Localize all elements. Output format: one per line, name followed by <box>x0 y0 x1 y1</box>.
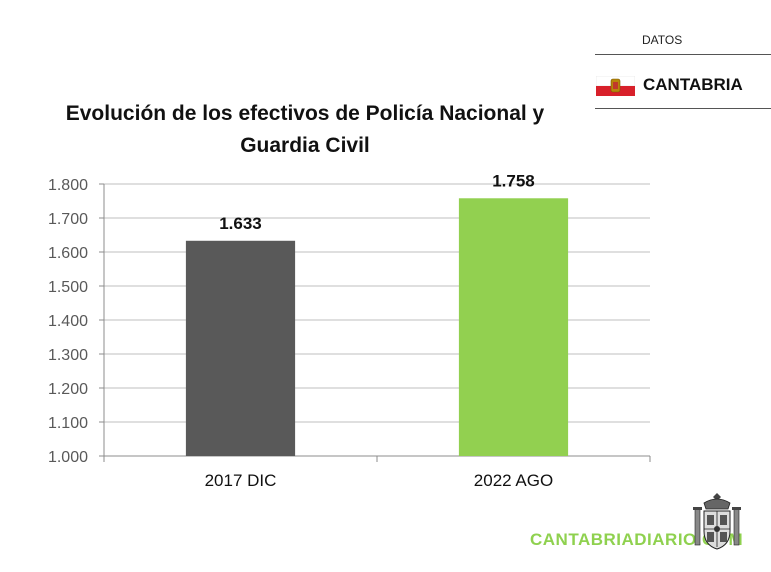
cantabria-flag-icon <box>596 76 635 96</box>
x-tick-label: 2022 AGO <box>474 471 553 490</box>
y-tick-label: 1.100 <box>48 415 88 432</box>
data-label: 1.633 <box>219 214 262 233</box>
x-tick-label: 2017 DIC <box>205 471 277 490</box>
data-label: 1.758 <box>492 171 535 190</box>
header-label: DATOS <box>642 33 683 47</box>
y-tick-label: 1.500 <box>48 279 88 296</box>
y-tick-label: 1.400 <box>48 313 88 330</box>
bar <box>458 198 569 456</box>
coat-of-arms-spain-icon <box>693 493 741 550</box>
chart-title-line-1: Evolución de los efectivos de Policía Na… <box>65 102 545 125</box>
y-tick-label: 1.700 <box>48 211 88 228</box>
bar-chart: 1.000 1.100 1.200 1.300 1.400 1.500 1.600 1.700… <box>48 171 651 490</box>
y-tick-label: 1.300 <box>48 347 88 364</box>
y-tick-label: 1.000 <box>48 449 88 466</box>
header-bottom-rule <box>595 108 771 109</box>
y-tick-label: 1.600 <box>48 245 88 262</box>
region-name: CANTABRIA <box>643 75 743 94</box>
bar <box>185 240 296 456</box>
y-tick-label: 1.800 <box>48 177 88 194</box>
y-tick-label: 1.200 <box>48 381 88 398</box>
watermark-text: CANTABRIADIARIO.COM <box>530 530 744 549</box>
chart-title: Evolución de los efectivos de Policía Na… <box>40 98 570 162</box>
header-top-rule <box>595 54 771 55</box>
chart-title-line-2: Guardia Civil <box>240 134 370 157</box>
